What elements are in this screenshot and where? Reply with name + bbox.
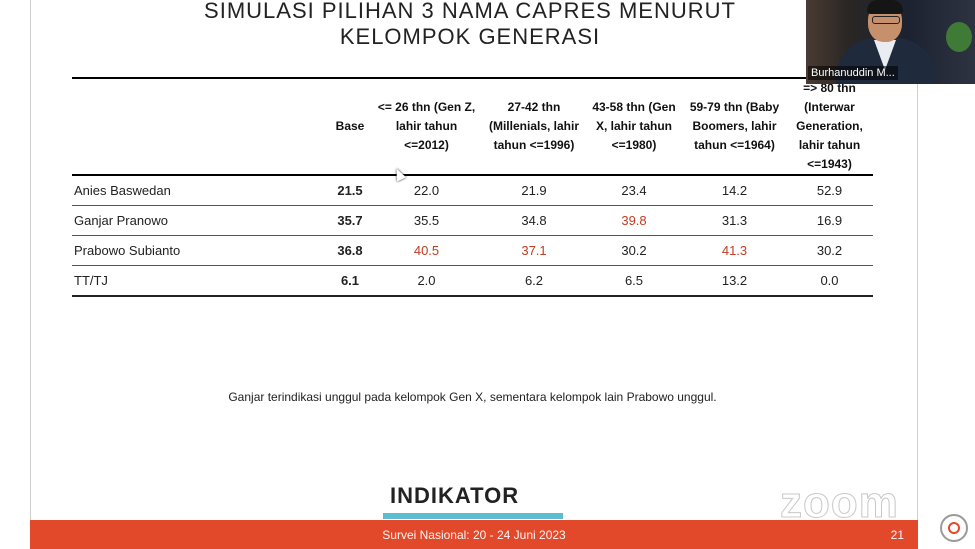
results-table: Base <= 26 thn (Gen Z, lahir tahun <=201… — [72, 77, 873, 297]
header-cell: 27-42 thn (Millenials, lahir tahun <=199… — [488, 100, 580, 152]
table-header-row: Base <= 26 thn (Gen Z, lahir tahun <=201… — [72, 78, 873, 175]
table-row: Ganjar Pranowo 35.7 35.5 34.8 39.8 31.3 … — [72, 205, 873, 236]
logo-accent-line — [383, 513, 563, 519]
participant-video-tile[interactable]: Burhanuddin M... — [806, 0, 975, 84]
value-cell: 52.9 — [786, 175, 873, 206]
slide-footer: Survei Nasional: 20 - 24 Juni 2023 21 — [30, 520, 918, 549]
value-cell: 30.2 — [585, 235, 683, 266]
header-cell: 59-79 thn (Baby Boomers, lahir tahun <=1… — [689, 100, 780, 152]
value-cell-highlight: 40.5 — [370, 235, 483, 266]
value-cell: 6.2 — [483, 265, 585, 297]
participant-glasses — [872, 16, 900, 24]
page-number: 21 — [890, 528, 904, 542]
participant-name: Burhanuddin M... — [808, 66, 898, 80]
value-cell: 16.9 — [786, 205, 873, 236]
candidate-name: Ganjar Pranowo — [72, 205, 330, 236]
value-cell-highlight: 37.1 — [483, 235, 585, 266]
zoom-watermark: zoom — [780, 478, 899, 528]
value-cell: 21.9 — [483, 175, 585, 206]
candidate-name: Anies Baswedan — [72, 175, 330, 206]
candidate-name: Prabowo Subianto — [72, 235, 330, 266]
value-cell: 22.0 — [370, 175, 483, 206]
value-cell: 30.2 — [786, 235, 873, 266]
value-cell: 23.4 — [585, 175, 683, 206]
base-value: 21.5 — [330, 175, 370, 206]
base-value: 6.1 — [330, 265, 370, 297]
participant-hair — [867, 0, 903, 14]
title-line-2: KELOMPOK GENERASI — [339, 24, 601, 49]
value-cell: 2.0 — [370, 265, 483, 297]
value-cell: 6.5 — [585, 265, 683, 297]
header-cell: => 80 thn (Interwar Generation, lahir ta… — [796, 81, 863, 171]
value-cell: 13.2 — [683, 265, 786, 297]
value-cell: 34.8 — [483, 205, 585, 236]
table-row: Anies Baswedan 21.5 22.0 21.9 23.4 14.2 … — [72, 175, 873, 206]
slide-frame — [30, 0, 918, 549]
base-value: 36.8 — [330, 235, 370, 266]
footer-survey-text: Survei Nasional: 20 - 24 Juni 2023 — [382, 528, 566, 542]
header-cell: 43-58 thn (Gen X, lahir tahun <=1980) — [592, 100, 676, 152]
slide-note: Ganjar terindikasi unggul pada kelompok … — [228, 390, 717, 404]
header-cell: Base — [335, 119, 365, 133]
value-cell: 31.3 — [683, 205, 786, 236]
zoom-status-icon[interactable] — [940, 514, 968, 542]
table-row: Prabowo Subianto 36.8 40.5 37.1 30.2 41.… — [72, 235, 873, 266]
base-value: 35.7 — [330, 205, 370, 236]
table-row: TT/TJ 6.1 2.0 6.2 6.5 13.2 0.0 — [72, 265, 873, 297]
slide-title: SIMULASI PILIHAN 3 NAMA CAPRES MENURUT K… — [150, 0, 790, 50]
value-cell: 0.0 — [786, 265, 873, 297]
header-cell — [72, 78, 330, 175]
indikator-logo: INDIKATOR — [390, 483, 520, 508]
value-cell: 14.2 — [683, 175, 786, 206]
title-line-1: SIMULASI PILIHAN 3 NAMA CAPRES MENURUT — [204, 0, 736, 23]
header-cell: <= 26 thn (Gen Z, lahir tahun <=2012) — [377, 100, 476, 152]
background-plant — [946, 22, 972, 52]
value-cell-highlight: 41.3 — [683, 235, 786, 266]
candidate-name: TT/TJ — [72, 265, 330, 297]
value-cell: 35.5 — [370, 205, 483, 236]
value-cell-highlight: 39.8 — [585, 205, 683, 236]
